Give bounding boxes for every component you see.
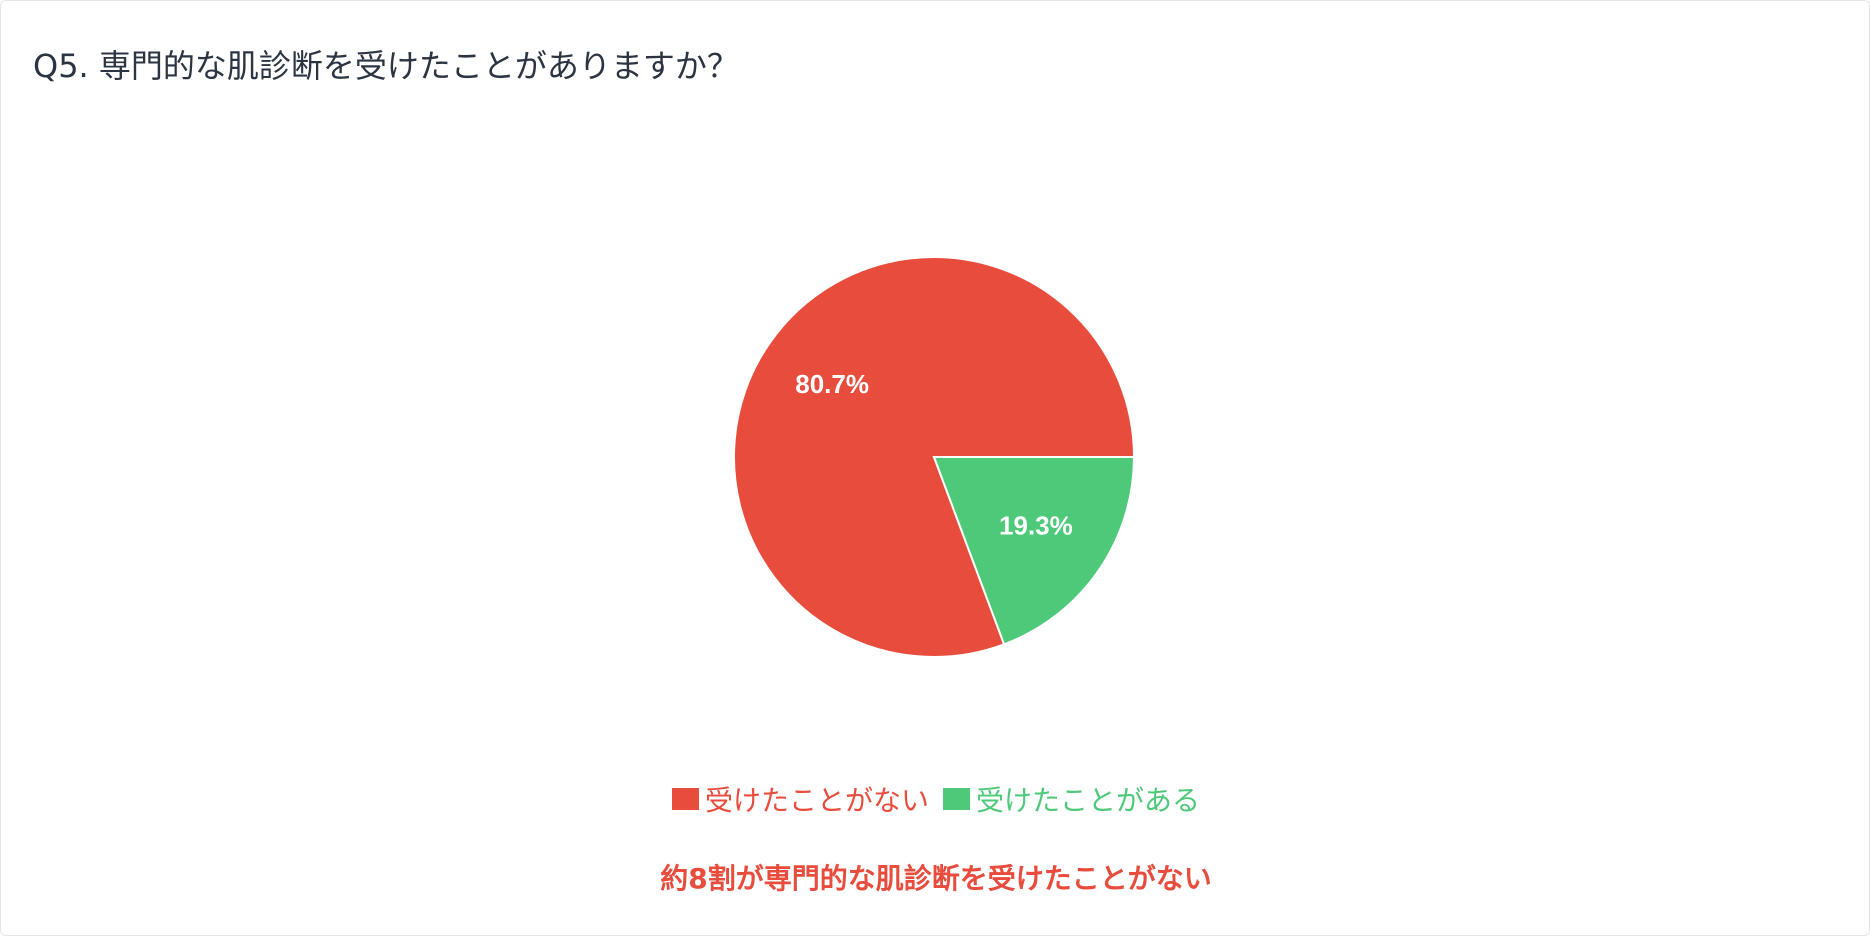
pie-chart: 80.7% 19.3% <box>733 256 1136 658</box>
legend-label-1: 受けたことがない <box>704 784 929 817</box>
chart-title: Q5. 専門的な肌診断を受けたことがありますか？ <box>33 47 739 85</box>
chart-legend: 受けたことがない 受けたことがある <box>1 779 1870 819</box>
pie-slice-2 <box>932 456 1136 646</box>
pie-label-2: 19.3% <box>999 511 1073 541</box>
legend-swatch-1 <box>671 788 699 810</box>
legend-label-2: 受けたことがある <box>976 784 1201 817</box>
chart-caption: 約8割が専門的な肌診断を受けたことがない <box>660 862 1212 895</box>
legend-item-1[interactable]: 受けたことがない <box>671 779 929 819</box>
legend-swatch-2 <box>943 788 970 810</box>
legend-item-2[interactable]: 受けたことがある <box>943 779 1200 819</box>
pie-label-1: 80.7% <box>795 369 869 399</box>
